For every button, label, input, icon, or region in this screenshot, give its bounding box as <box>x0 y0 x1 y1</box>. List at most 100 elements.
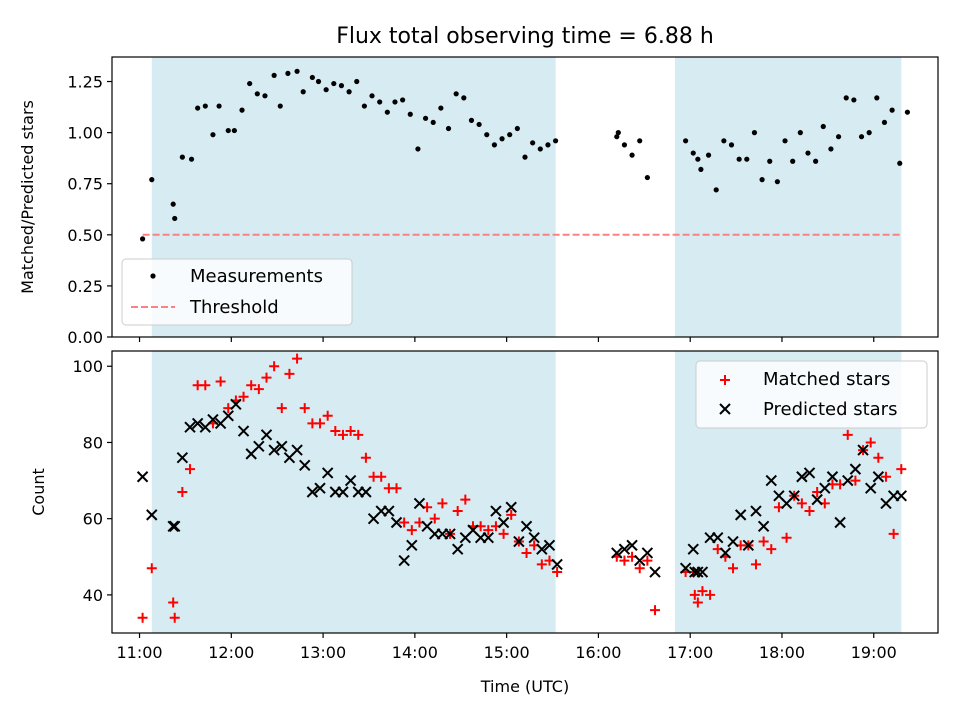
data-point <box>521 547 532 558</box>
data-point <box>826 471 839 483</box>
data-point <box>149 177 155 183</box>
data-point <box>873 452 884 463</box>
data-point <box>543 539 556 552</box>
data-point <box>750 559 761 570</box>
data-point <box>621 142 628 148</box>
data-point <box>904 109 911 115</box>
data-point <box>384 109 390 115</box>
data-point <box>146 563 157 574</box>
data-point <box>179 154 185 160</box>
data-point <box>536 559 547 570</box>
data-point <box>490 505 502 517</box>
data-point <box>705 589 716 600</box>
data-point <box>225 127 231 134</box>
data-point <box>765 474 777 487</box>
data-point <box>528 532 540 544</box>
data-point <box>611 547 623 559</box>
data-point <box>277 103 283 109</box>
data-point <box>294 68 300 74</box>
data-point <box>398 554 410 567</box>
data-point <box>360 452 371 463</box>
data-point <box>513 535 525 548</box>
data-point <box>782 138 788 144</box>
data-point <box>482 532 494 544</box>
data-point <box>618 543 631 555</box>
data-point <box>744 156 750 162</box>
data-point <box>788 490 800 502</box>
data-point <box>649 566 661 578</box>
data-point <box>239 107 245 113</box>
data-point <box>354 78 360 85</box>
y-tick-label: 0.75 <box>67 175 103 194</box>
data-point <box>361 103 367 109</box>
data-point <box>323 87 329 93</box>
data-point <box>271 72 277 78</box>
data-point <box>338 83 345 89</box>
data-point <box>430 119 436 126</box>
data-point <box>406 539 418 552</box>
data-point <box>429 513 440 524</box>
data-point <box>881 119 888 126</box>
data-point <box>797 130 803 136</box>
data-point <box>344 474 357 487</box>
data-point <box>872 471 885 483</box>
data-point <box>322 410 333 421</box>
shaded-interval-2 <box>674 57 902 337</box>
data-point <box>728 142 735 148</box>
data-point <box>692 566 704 578</box>
legend-label: Measurements <box>190 266 323 287</box>
data-point <box>299 403 310 414</box>
data-point <box>895 490 907 502</box>
data-point <box>842 474 854 487</box>
data-point <box>369 93 375 99</box>
data-point <box>698 166 704 173</box>
data-point <box>184 421 196 433</box>
data-point <box>246 380 257 391</box>
data-point <box>391 483 402 494</box>
data-point <box>766 544 777 555</box>
data-point <box>247 80 253 87</box>
data-point <box>728 563 739 574</box>
data-point <box>874 95 880 101</box>
data-point <box>767 158 773 164</box>
x-tick-label: 12:00 <box>208 643 254 662</box>
y-tick-label: 1.00 <box>67 124 103 143</box>
data-point <box>641 547 654 559</box>
data-point <box>276 403 287 414</box>
data-point <box>522 154 528 160</box>
data-point <box>690 150 696 156</box>
data-point <box>897 160 903 166</box>
data-point <box>520 520 533 533</box>
y-tick-label: 60 <box>83 510 103 529</box>
data-point <box>188 156 195 162</box>
data-point <box>644 174 650 181</box>
data-point <box>650 605 661 616</box>
data-point <box>237 425 250 437</box>
data-point <box>268 444 280 456</box>
data-point <box>483 525 494 536</box>
data-point <box>614 134 620 140</box>
legend-marker-measurements <box>150 273 156 279</box>
x-tick-label: 11:00 <box>116 643 162 662</box>
top-panel-ratio: 0.00 0.25 0.50 0.75 1.00 1.25 Matched/Predicte… <box>18 56 939 347</box>
data-point <box>866 130 872 136</box>
data-point <box>231 127 237 134</box>
data-point <box>444 528 456 540</box>
data-point <box>309 74 315 81</box>
data-point <box>857 444 869 456</box>
data-point <box>865 437 876 448</box>
x-tick-label: 19:00 <box>851 643 897 662</box>
data-point <box>742 539 755 552</box>
data-point <box>400 97 406 103</box>
data-point <box>828 146 834 152</box>
data-point <box>276 440 288 452</box>
data-point <box>498 528 509 539</box>
data-point <box>376 471 387 482</box>
series-predicted-stars <box>136 398 907 578</box>
data-point <box>299 459 311 472</box>
x-tick-label: 15:00 <box>484 643 530 662</box>
data-point <box>177 487 188 497</box>
data-point <box>137 612 148 623</box>
data-point <box>692 597 703 608</box>
plot-frame <box>111 350 939 634</box>
